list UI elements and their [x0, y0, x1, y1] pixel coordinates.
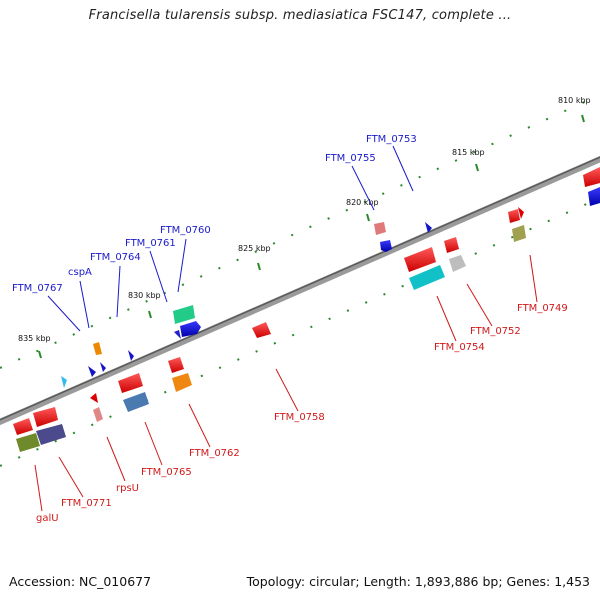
upper-gene-labels: FTM_0753 FTM_0755 FTM_0760 FTM_0761 FTM_…	[12, 134, 417, 294]
gene-FTM_0758	[252, 322, 271, 338]
label-FTM_0767: FTM_0767	[12, 283, 63, 294]
kbp-815: 815 kbp	[452, 148, 485, 157]
tick-815	[475, 163, 479, 172]
kbp-810: 810 kbp	[558, 96, 591, 105]
tick-830	[148, 310, 152, 319]
label-FTM_0762: FTM_0762	[189, 448, 240, 459]
chromosome-backbone	[0, 155, 600, 426]
label-FTM_0754: FTM_0754	[434, 342, 485, 353]
label-FTM_0771: FTM_0771	[61, 498, 112, 509]
scale-labels: 810 kbp 815 kbp 820 kbp 825 kbp 830 kbp …	[18, 96, 591, 343]
kbp-825: 825 kbp	[238, 244, 271, 253]
label-FTM_0752: FTM_0752	[470, 326, 521, 337]
label-rpsU: rpsU	[116, 483, 139, 494]
lower-strand-genes[interactable]	[13, 167, 600, 452]
tick-825	[257, 262, 261, 271]
gene-FTM_0760	[173, 305, 201, 339]
label-FTM_0761: FTM_0761	[125, 238, 176, 249]
map-title: Francisella tularensis subsp. mediasiati…	[88, 8, 512, 23]
tick-810	[581, 114, 585, 123]
gene-FTM_0764-marker	[128, 350, 134, 361]
label-galU: galU	[36, 513, 59, 524]
gene-FTM_0771	[33, 407, 66, 445]
topology-text: Topology: circular; Length: 1,893,886 bp…	[246, 574, 590, 589]
gene-FTM_0752	[444, 237, 459, 253]
label-FTM_0764: FTM_0764	[90, 252, 141, 263]
gene-galU	[13, 418, 40, 452]
label-FTM_0760: FTM_0760	[160, 225, 211, 236]
lower-gene-labels: FTM_0749 FTM_0752 FTM_0754 FTM_0758 FTM_…	[36, 303, 568, 524]
gene-FTM_0753-marker	[425, 222, 432, 233]
upper-scale-track	[0, 94, 600, 369]
label-FTM_0758: FTM_0758	[274, 412, 325, 423]
gene-FTM_0762	[168, 357, 192, 392]
label-FTM_0753: FTM_0753	[366, 134, 417, 145]
kbp-835: 835 kbp	[18, 334, 51, 343]
gene-block-right	[583, 167, 600, 187]
label-FTM_0755: FTM_0755	[325, 153, 376, 164]
tick-820	[366, 213, 370, 222]
upper-strand-genes[interactable]	[61, 222, 432, 388]
lower-leader-lines	[34, 254, 538, 512]
label-FTM_0749: FTM_0749	[517, 303, 568, 314]
gene-rpsU	[90, 393, 103, 422]
kbp-830: 830 kbp	[128, 291, 161, 300]
gene-FTM_0755	[374, 222, 392, 252]
gene-FTM_0767-marker	[61, 376, 67, 388]
gene-FTM_0754	[404, 247, 445, 290]
kbp-820: 820 kbp	[346, 198, 379, 207]
gene-cspA	[88, 342, 106, 377]
tick-835	[38, 350, 42, 359]
accession-text: Accession: NC_010677	[9, 574, 152, 589]
gene-FTM_0749	[508, 209, 520, 223]
label-cspA: cspA	[68, 267, 92, 278]
upper-leader-lines	[47, 145, 414, 332]
label-FTM_0765: FTM_0765	[141, 467, 192, 478]
gene-FTM_0765	[118, 373, 149, 412]
